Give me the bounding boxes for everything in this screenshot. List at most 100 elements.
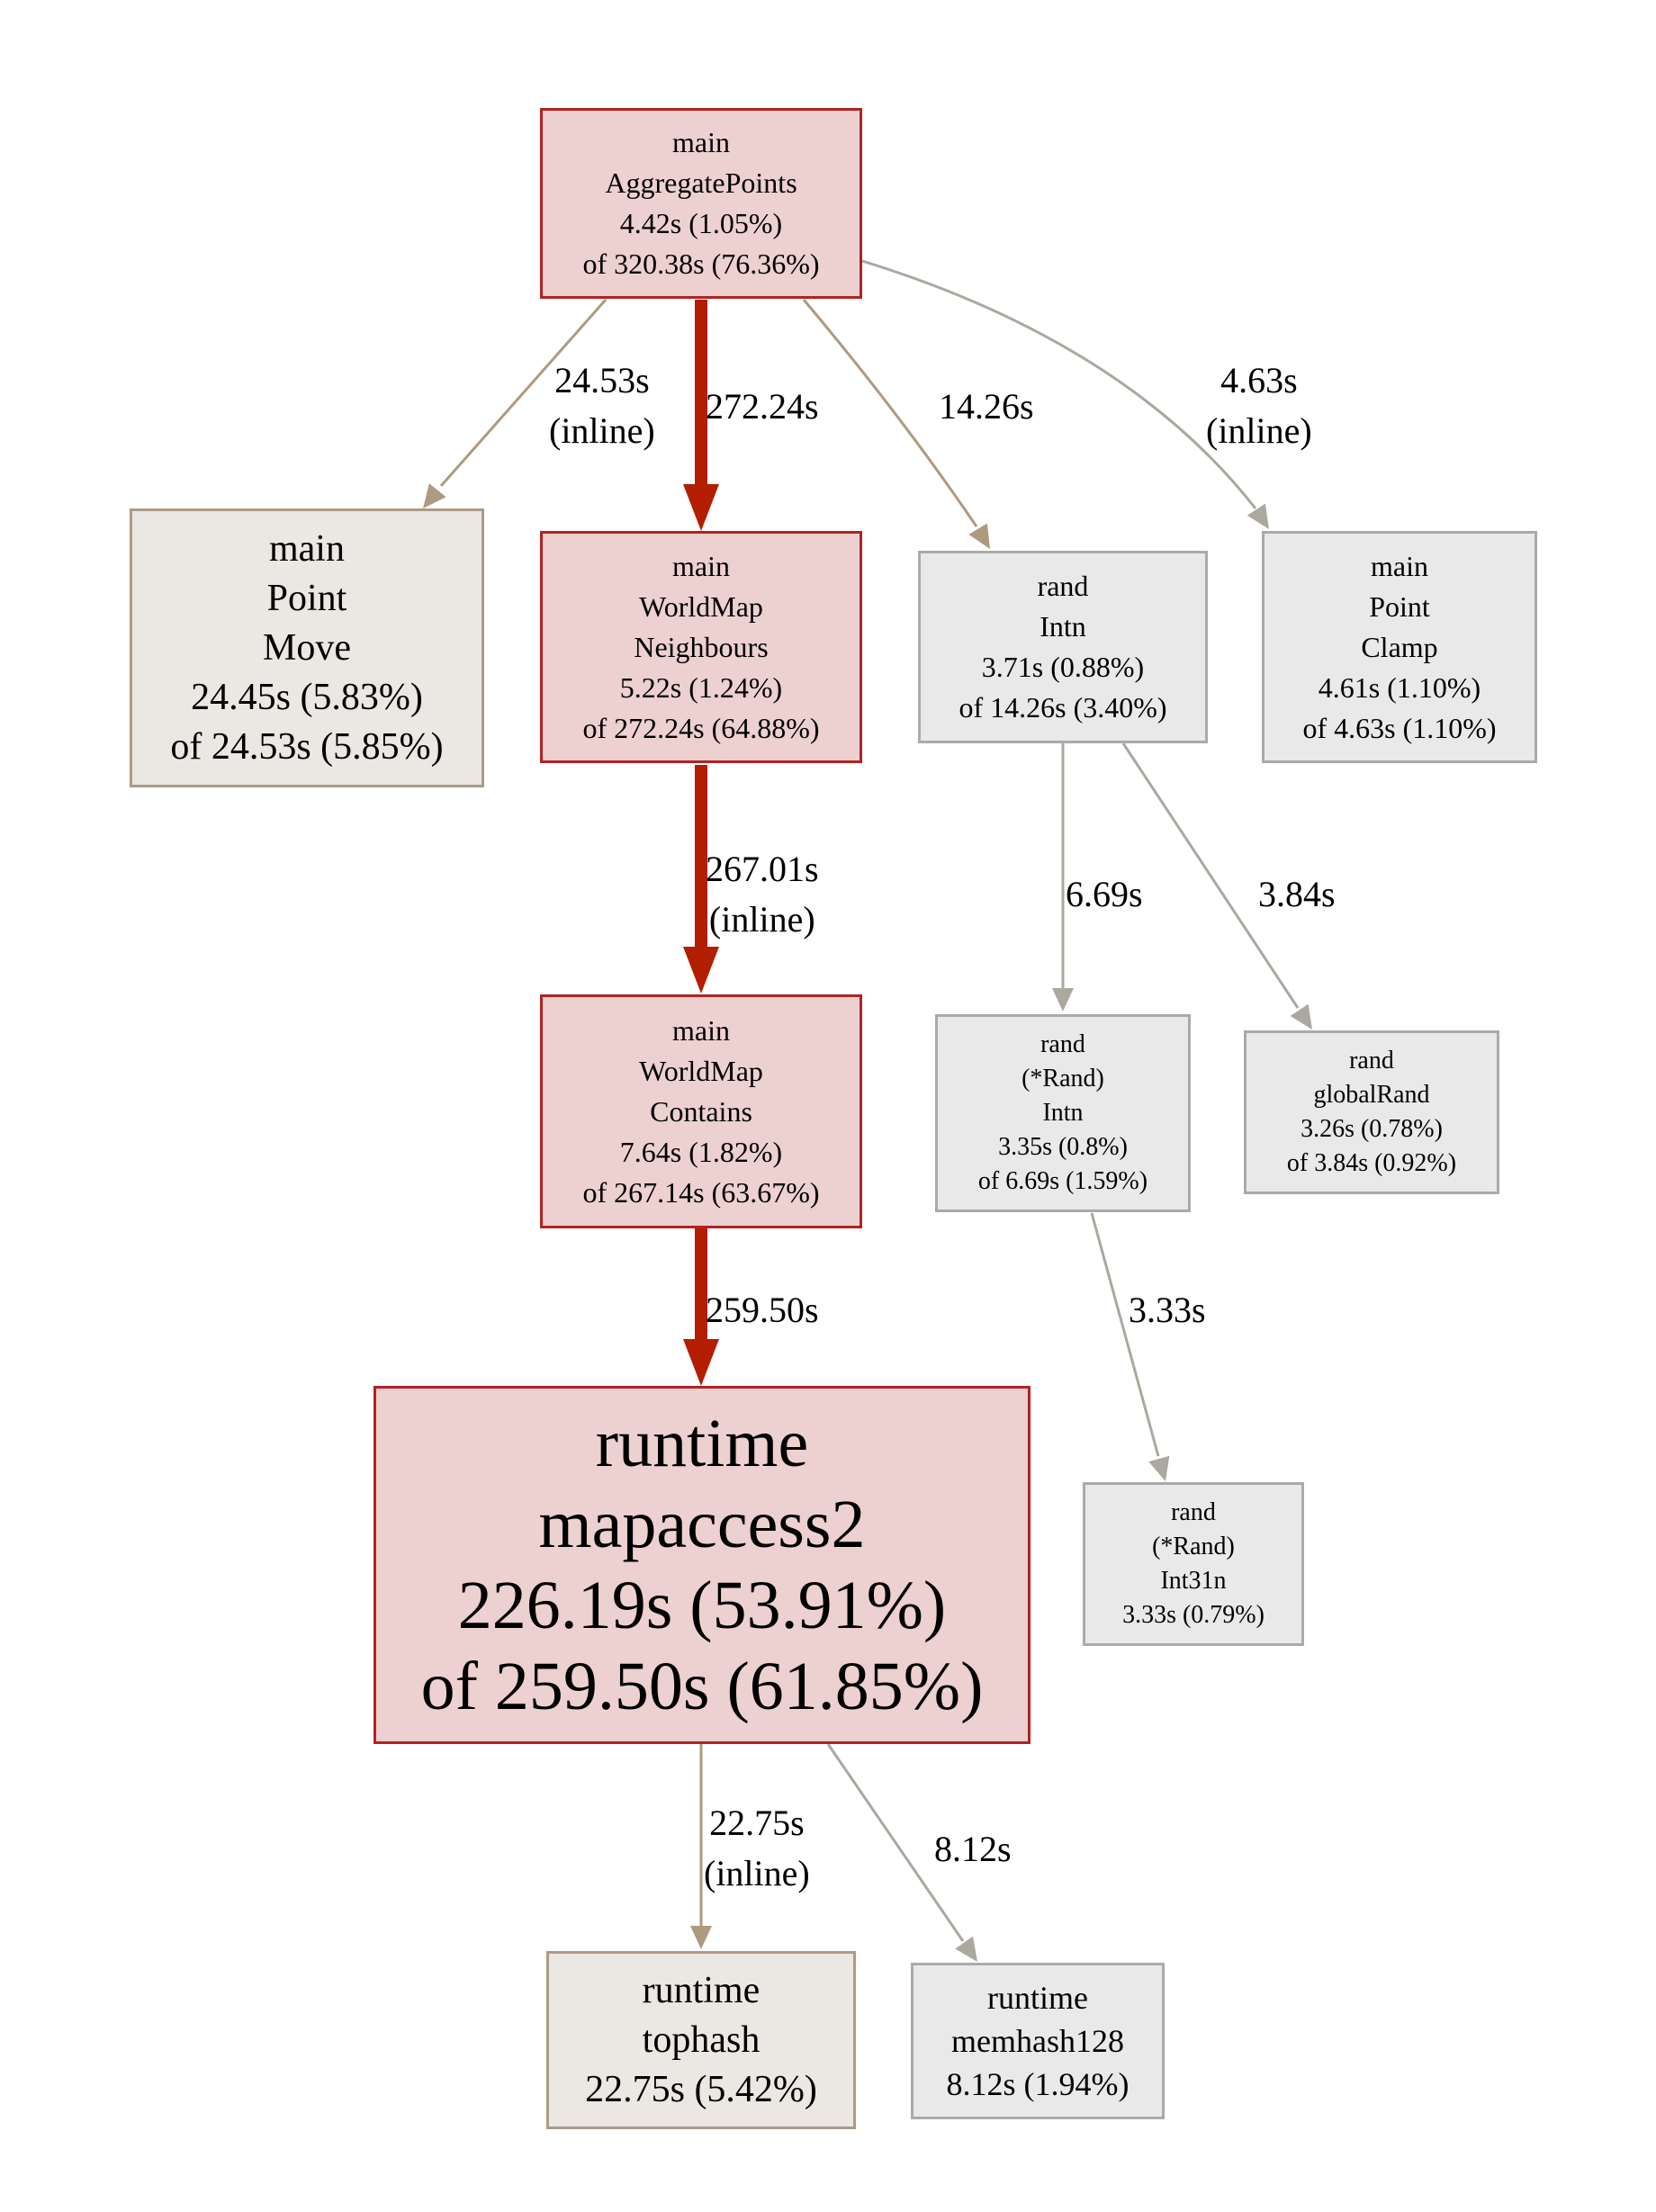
edge-contains-to-mapaccess-arrowhead: [683, 1339, 719, 1386]
node-rand-intn[interactable]: rand Intn 3.71s (0.88%) of 14.26s (3.40%…: [918, 551, 1208, 743]
node-label-line: 8.12s (1.94%): [946, 2066, 1130, 2102]
edge-label-line: 267.01s: [706, 849, 819, 889]
edge-agg-to-move: [439, 299, 608, 487]
node-point-clamp[interactable]: main Point Clamp 4.61s (1.10%) of 4.63s …: [1262, 531, 1537, 763]
node-label-line: main: [672, 1013, 730, 1047]
node-label-line: 4.61s (1.10%): [1318, 670, 1481, 704]
node-label-line: rand: [1171, 1498, 1216, 1526]
edge-mapaccess-to-tophash-arrowhead: [690, 1926, 712, 1949]
node-label-line: of 3.84s (0.92%): [1286, 1149, 1457, 1177]
edge-label-line: 8.12s: [934, 1829, 1012, 1869]
node-label-line: Point: [1369, 589, 1430, 623]
node-label-line: globalRand: [1313, 1081, 1430, 1109]
node-label-line: runtime: [595, 1406, 809, 1481]
node-label-line: 3.26s (0.78%): [1300, 1115, 1443, 1143]
node-runtime-tophash[interactable]: runtime tophash 22.75s (5.42%): [546, 1951, 856, 2129]
node-label-line: Clamp: [1361, 630, 1438, 663]
edge-agg-to-intn-arrowhead: [968, 523, 990, 549]
node-label-line: Neighbours: [634, 630, 769, 663]
edge-label-agg-intn: 14.26s: [939, 382, 1034, 432]
node-label-line: (*Rand): [1152, 1533, 1235, 1560]
node-label-line: Intn: [1042, 1099, 1084, 1127]
node-label-line: WorldMap: [639, 589, 763, 623]
edge-label-line: (inline): [704, 1853, 810, 1893]
node-label-line: 226.19s (53.91%): [457, 1568, 947, 1643]
node-aggregate-points[interactable]: main AggregatePoints 4.42s (1.05%) of 32…: [540, 108, 862, 299]
node-rand-global-rand[interactable]: rand globalRand 3.26s (0.78%) of 3.84s (…: [1244, 1030, 1499, 1194]
edge-label-line: 259.50s: [706, 1290, 819, 1330]
edge-label-line: 3.84s: [1258, 874, 1336, 914]
node-label-line: of 320.38s (76.36%): [582, 247, 820, 280]
edge-neighbours-to-contains-arrowhead: [683, 947, 719, 994]
node-label-line: of 267.14s (63.67%): [582, 1175, 820, 1209]
edge-label-mapaccess-memhash: 8.12s: [934, 1824, 1012, 1875]
edge-agg-to-move-arrowhead: [423, 483, 446, 508]
edge-label-neighbours-contains: 267.01s (inline): [706, 844, 819, 945]
edge-label-line: 272.24s: [706, 386, 819, 427]
node-label-line: rand: [1040, 1030, 1085, 1058]
node-label-line: AggregatePoints: [605, 166, 797, 199]
node-runtime-memhash128[interactable]: runtime memhash128 8.12s (1.94%): [911, 1963, 1165, 2119]
node-label-line: 5.22s (1.24%): [619, 670, 783, 704]
node-label-line: memhash128: [951, 2023, 1124, 2059]
edge-agg-to-neighbours-arrowhead: [683, 484, 719, 531]
node-label-line: main: [269, 527, 345, 570]
edge-label-agg-neighbours: 272.24s: [706, 382, 819, 432]
node-label-line: 7.64s (1.82%): [619, 1135, 783, 1168]
node-label-line: runtime: [642, 1969, 760, 2011]
edge-mapaccess-to-memhash: [826, 1743, 965, 1942]
node-label-line: rand: [1037, 570, 1089, 602]
node-runtime-mapaccess2[interactable]: runtime mapaccess2 226.19s (53.91%) of 2…: [374, 1386, 1030, 1744]
edge-label-intn-rand-intn: 6.69s: [1066, 869, 1143, 920]
edge-label-contains-mapaccess: 259.50s: [706, 1285, 819, 1335]
node-label-line: WorldMap: [639, 1054, 763, 1087]
node-label-line: tophash: [642, 2019, 760, 2061]
edge-mapaccess-to-memhash-arrowhead: [955, 1936, 977, 1962]
node-label-line: 24.45s (5.83%): [191, 676, 423, 718]
node-label-line: main: [672, 126, 730, 158]
edge-label-line: (inline): [549, 410, 655, 451]
edge-intn-to-rand-intn-arrowhead: [1052, 988, 1074, 1012]
node-label-line: runtime: [987, 1980, 1088, 2016]
edge-agg-to-intn: [802, 299, 978, 527]
node-label-line: mapaccess2: [538, 1487, 866, 1562]
node-label-line: 3.35s (0.8%): [998, 1133, 1128, 1161]
edge-label-line: 14.26s: [939, 386, 1034, 427]
node-rand-int31n[interactable]: rand (*Rand) Int31n 3.33s (0.79%): [1083, 1482, 1304, 1646]
node-label-line: Point: [266, 577, 347, 619]
edge-label-mapaccess-tophash: 22.75s (inline): [704, 1798, 810, 1899]
edge-label-agg-clamp: 4.63s (inline): [1206, 355, 1312, 456]
edge-label-line: 22.75s: [709, 1803, 805, 1843]
node-label-line: Int31n: [1160, 1567, 1227, 1595]
node-label-line: Contains: [650, 1094, 752, 1128]
node-label-line: rand: [1349, 1047, 1394, 1075]
edge-label-line: 3.33s: [1129, 1290, 1206, 1330]
node-worldmap-contains[interactable]: main WorldMap Contains 7.64s (1.82%) of …: [540, 994, 862, 1228]
node-label-line: Intn: [1040, 610, 1086, 643]
node-label-line: of 272.24s (64.88%): [582, 711, 820, 744]
edge-label-line: 4.63s: [1220, 360, 1298, 400]
edge-label-agg-move: 24.53s (inline): [549, 355, 655, 456]
edge-label-line: 24.53s: [554, 360, 650, 400]
node-point-move[interactable]: main Point Move 24.45s (5.83%) of 24.53s…: [130, 508, 484, 787]
edge-label-line: (inline): [1206, 410, 1312, 451]
edge-label-line: 6.69s: [1066, 874, 1143, 914]
edge-label-rand-intn-int31n: 3.33s: [1129, 1285, 1206, 1335]
node-label-line: 3.33s (0.79%): [1122, 1601, 1264, 1629]
node-worldmap-neighbours[interactable]: main WorldMap Neighbours 5.22s (1.24%) o…: [540, 531, 862, 763]
node-label-line: 22.75s (5.42%): [585, 2068, 817, 2110]
edge-label-intn-global-rand: 3.84s: [1258, 869, 1336, 920]
node-label-line: of 14.26s (3.40%): [958, 691, 1167, 724]
node-label-line: Move: [263, 626, 351, 669]
node-rand-rand-intn[interactable]: rand (*Rand) Intn 3.35s (0.8%) of 6.69s …: [935, 1014, 1191, 1212]
node-label-line: (*Rand): [1022, 1065, 1104, 1093]
node-label-line: of 4.63s (1.10%): [1302, 711, 1497, 744]
node-label-line: of 24.53s (5.85%): [170, 725, 444, 768]
edge-intn-to-global-rand-arrowhead: [1290, 1003, 1312, 1030]
node-label-line: 4.42s (1.05%): [619, 207, 783, 239]
edge-agg-to-clamp: [861, 259, 1257, 509]
node-label-line: of 6.69s (1.59%): [977, 1167, 1148, 1195]
edge-rand-intn-to-int31n: [1090, 1212, 1160, 1457]
